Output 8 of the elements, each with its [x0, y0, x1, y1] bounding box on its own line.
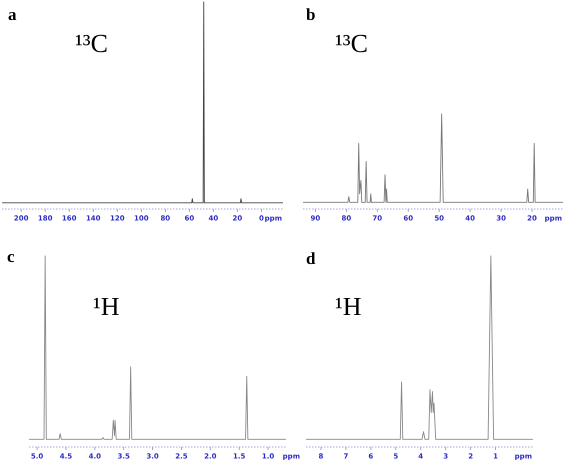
annotation: ¹H: [335, 292, 362, 321]
annotation: ¹³C: [75, 29, 108, 58]
chart-title: b: [306, 5, 316, 24]
chart-title: c: [7, 247, 15, 266]
chart-title: d: [306, 249, 316, 268]
annotation: ¹H: [93, 292, 120, 321]
text: ¹³C: [335, 29, 368, 58]
chart-title: a: [8, 5, 17, 24]
